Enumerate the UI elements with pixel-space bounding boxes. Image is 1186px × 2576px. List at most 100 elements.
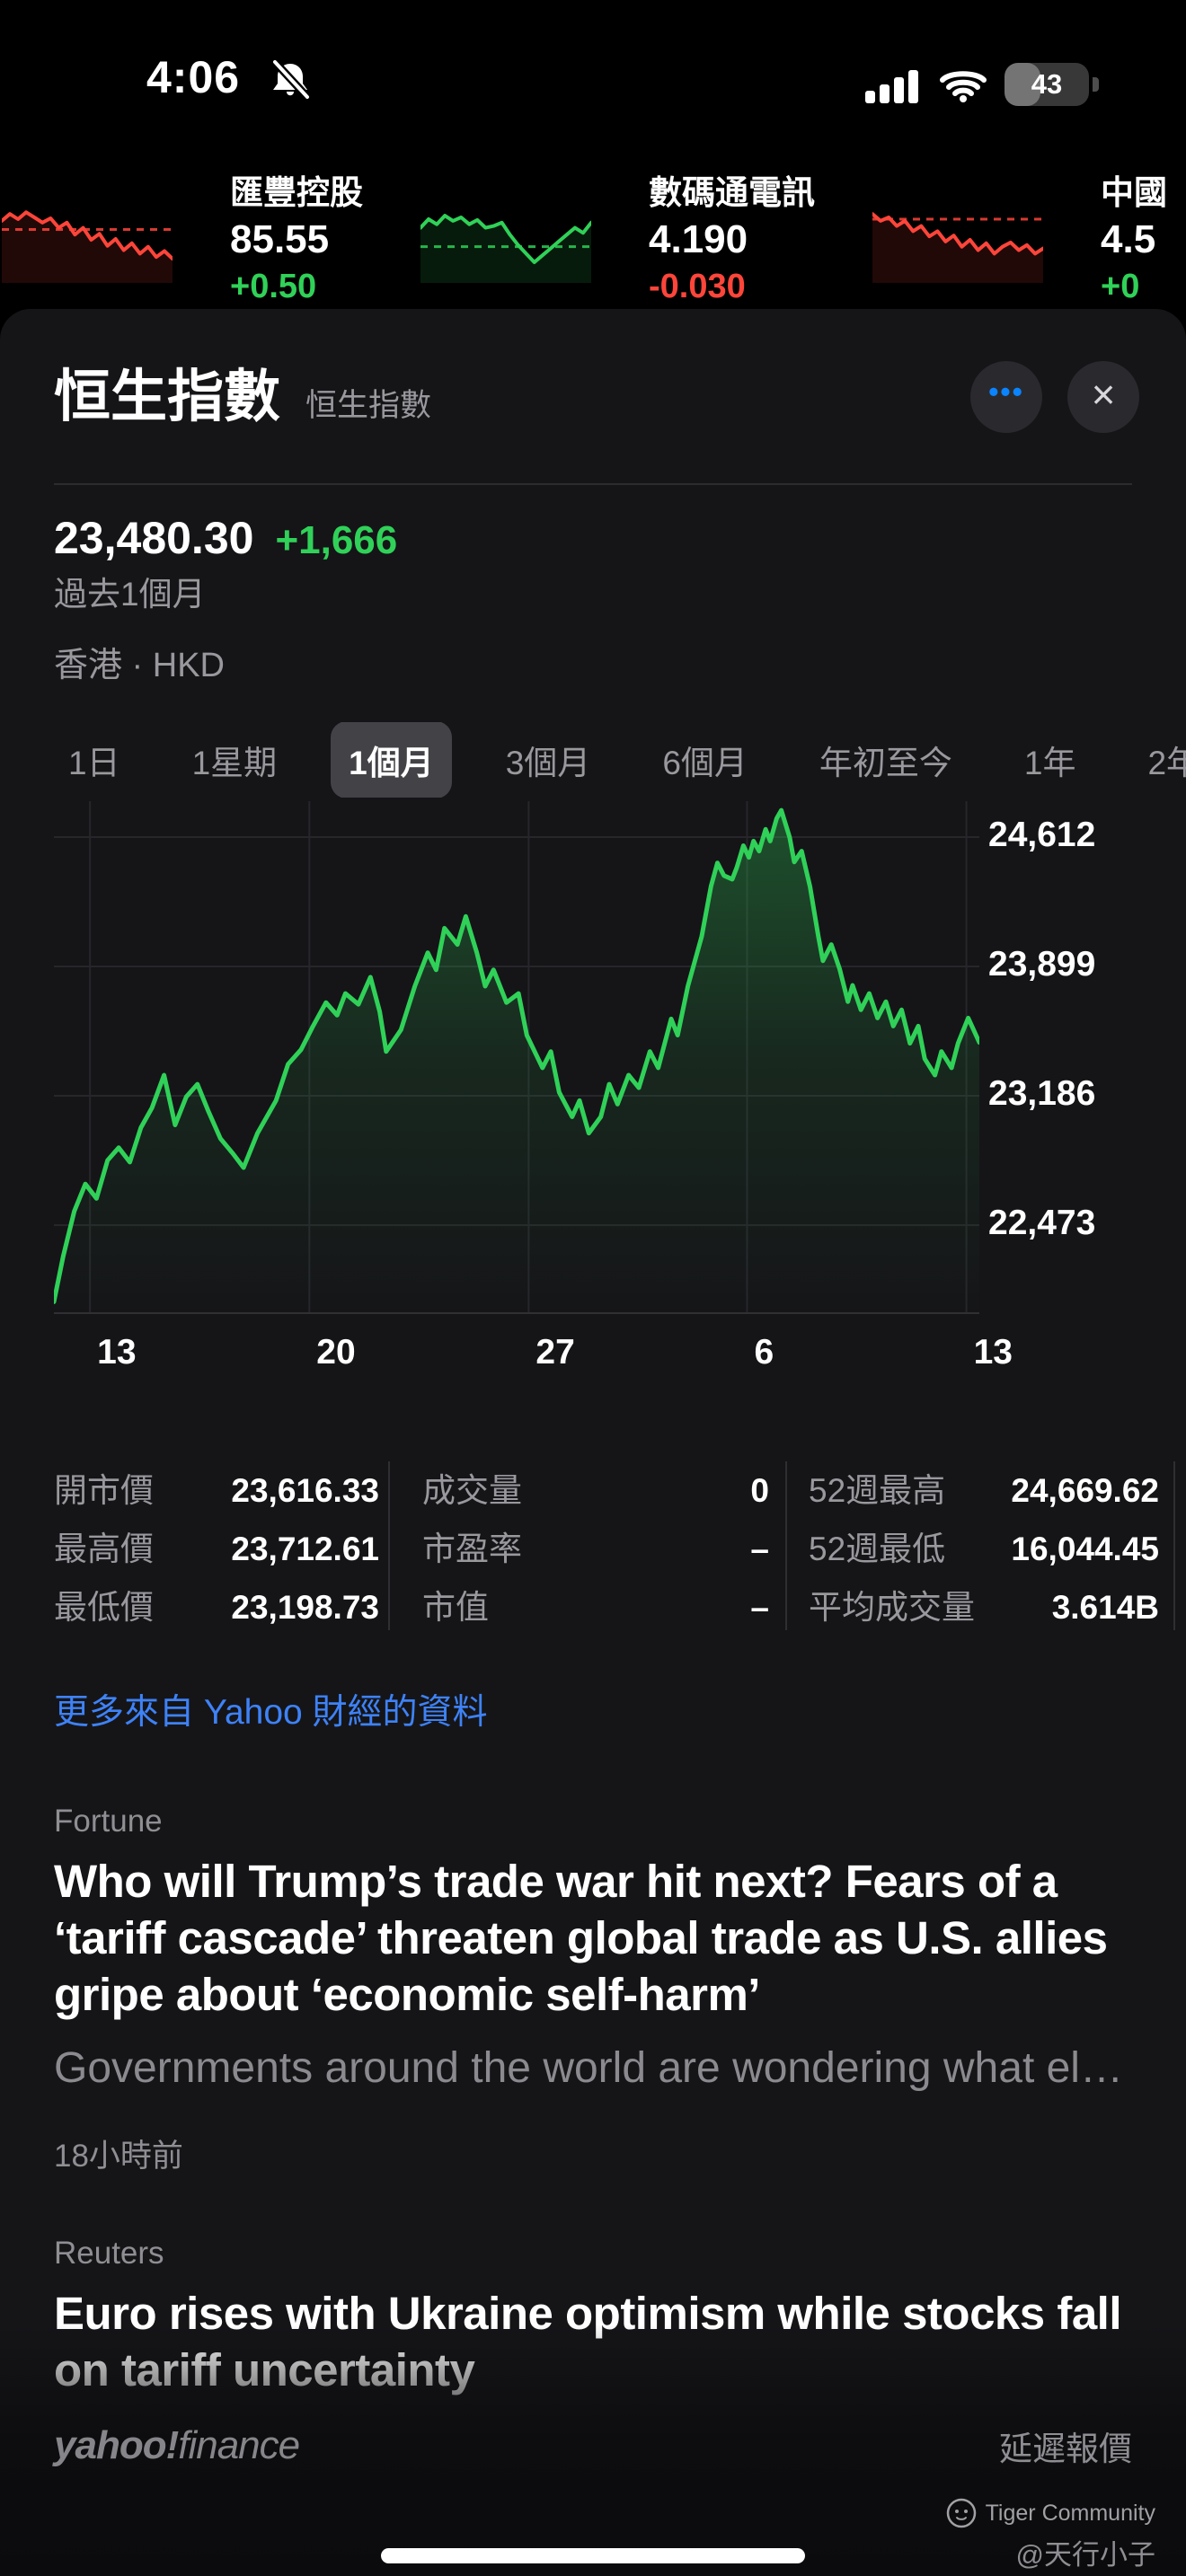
stat-value: 23,616.33 [231,1472,379,1509]
stat-row: 52週最高 24,669.62 [809,1463,1159,1512]
ticker-quote-partial[interactable]: 中國 4.5 +0 [1101,173,1167,306]
key-stats-table: 開市價 23,616.33 最高價 23,712.61 最低價 23,198.7… [54,1461,1175,1630]
wifi-icon [940,71,987,102]
news-headline[interactable]: Euro rises with Ukraine optimism while s… [54,2288,1122,2395]
tab-2y[interactable]: 2年 [1129,722,1186,798]
price-chart[interactable]: 24,612 23,899 23,186 22,473 13 20 27 6 13 [0,801,1186,1389]
news-item[interactable]: Reuters Euro rises with Ukraine optimism… [54,2235,1132,2398]
stat-row: 市值 – [422,1580,769,1628]
battery-percent: 43 [1031,68,1063,100]
ticker-quote-hsbc[interactable]: 匯豐控股 85.55 +0.50 [230,173,363,306]
stat-value: 23,712.61 [231,1531,379,1567]
period-label: 過去1個月 [54,576,206,613]
range-tabs: 1日 1星期 1個月 3個月 6個月 年初至今 1年 2年 [50,722,1186,798]
tab-ytd[interactable]: 年初至今 [801,722,970,798]
ticker-name: 數碼通電訊 [649,174,815,211]
stat-label: 市值 [422,1589,489,1626]
ticker-sparkline[interactable] [871,197,1045,283]
price-block: 23,480.30 +1,666 過去1個月 香港 · HKD [0,485,1186,686]
x-axis-label: 6 [754,1333,774,1372]
stat-row: 最低價 23,198.73 [54,1580,379,1628]
ticker-sparkline[interactable] [0,197,174,283]
stat-row: 市盈率 – [422,1522,769,1570]
close-button[interactable]: × [1067,361,1139,433]
x-axis-labels: 13 20 27 6 13 [0,1333,1186,1380]
close-icon: × [1091,371,1116,418]
tiger-community-icon [946,2498,976,2528]
news-source: Reuters [54,2236,164,2271]
news-timestamp: 18小時前 [54,2139,183,2174]
watermark-user: @天行小子 [1015,2539,1155,2571]
ticker-change: +0.50 [230,268,317,305]
battery-icon: 43 [1005,63,1099,106]
ticker-name: 中國 [1101,174,1167,211]
stat-value: 23,198.73 [231,1589,379,1626]
x-axis-label: 27 [535,1333,575,1372]
yahoo-more-link[interactable]: 更多來自 Yahoo 財經的資料 [54,1693,488,1732]
stat-label: 平均成交量 [809,1589,975,1626]
y-axis-label: 23,899 [988,945,1096,984]
stats-divider [1173,1461,1175,1630]
y-axis-label: 22,473 [988,1204,1096,1242]
news-item[interactable]: Fortune Who will Trump’s trade war hit n… [54,1803,1132,2175]
stats-divider [388,1461,390,1630]
tab-3m[interactable]: 3個月 [488,722,609,798]
status-indicators: 43 [864,63,1099,106]
stats-column-1: 開市價 23,616.33 最高價 23,712.61 最低價 23,198.7… [54,1461,388,1630]
stat-value: – [750,1531,769,1567]
x-axis-label: 13 [973,1333,1013,1372]
more-button[interactable]: ••• [970,361,1042,433]
header-buttons: ••• × [970,361,1139,433]
ticker-sparkline[interactable] [419,197,593,283]
ticker-price: 4.5 [1101,217,1156,261]
chart-canvas[interactable] [54,801,979,1314]
ellipsis-icon: ••• [988,375,1024,408]
x-axis-label: 20 [316,1333,356,1372]
tab-1y[interactable]: 1年 [1006,722,1094,798]
index-change: +1,666 [275,518,398,562]
battery-fill-level [1005,63,1041,106]
news-headline[interactable]: Who will Trump’s trade war hit next? Fea… [54,1856,1108,2020]
stat-value: 16,044.45 [1011,1531,1159,1567]
tab-6m[interactable]: 6個月 [644,722,766,798]
ticker-price: 85.55 [230,217,330,261]
status-bar: 4:06 43 [0,0,1186,117]
stat-label: 52週最低 [809,1531,946,1567]
news-source: Fortune [54,1804,163,1839]
news-summary: Governments around the world are wonderi… [54,2044,1132,2092]
home-indicator[interactable] [381,2548,805,2563]
news-list: Fortune Who will Trump’s trade war hit n… [54,1803,1132,2398]
stat-label: 市盈率 [422,1531,522,1567]
ticker-price: 4.190 [649,217,748,261]
stat-label: 開市價 [54,1472,154,1509]
stat-row: 成交量 0 [422,1463,769,1512]
watermark-brand: Tiger Community [946,2498,1155,2528]
stat-row: 最高價 23,712.61 [54,1522,379,1570]
ticker-quote-smartone[interactable]: 數碼通電訊 4.190 -0.030 [649,173,815,306]
tab-1m[interactable]: 1個月 [331,722,452,798]
sheet-header: 恒生指數 恒生指數 ••• × [0,309,1186,433]
stat-value: 24,669.62 [1011,1472,1159,1509]
ticker-change: +0 [1101,268,1140,305]
status-time: 4:06 [146,52,241,102]
price-row: 23,480.30 +1,666 [54,512,1132,564]
page-title: 恒生指數 [54,366,280,428]
watermark-brand-text: Tiger Community [985,2500,1155,2526]
watermark: Tiger Community @天行小子 [946,2498,1155,2572]
stats-column-3: 52週最高 24,669.62 52週最低 16,044.45 平均成交量 3.… [787,1461,1173,1630]
y-axis-label: 24,612 [988,816,1096,854]
tab-1d[interactable]: 1日 [50,722,138,798]
battery-cap [1093,77,1099,92]
stat-value: 0 [750,1472,769,1509]
stat-row: 開市價 23,616.33 [54,1463,379,1512]
stat-label: 最高價 [54,1531,154,1567]
market-currency-label: 香港 · HKD [54,647,226,684]
title-wrap: 恒生指數 恒生指數 [54,361,431,433]
tab-1w[interactable]: 1星期 [174,722,296,798]
stat-label: 52週最高 [809,1472,946,1509]
ticker-name: 匯豐控股 [230,174,363,211]
ticker-change: -0.030 [649,268,746,305]
y-axis-label: 23,186 [988,1074,1096,1113]
ticker-strip[interactable]: 匯豐控股 85.55 +0.50 數碼通電訊 4.190 -0.030 中國 4… [0,164,1186,315]
